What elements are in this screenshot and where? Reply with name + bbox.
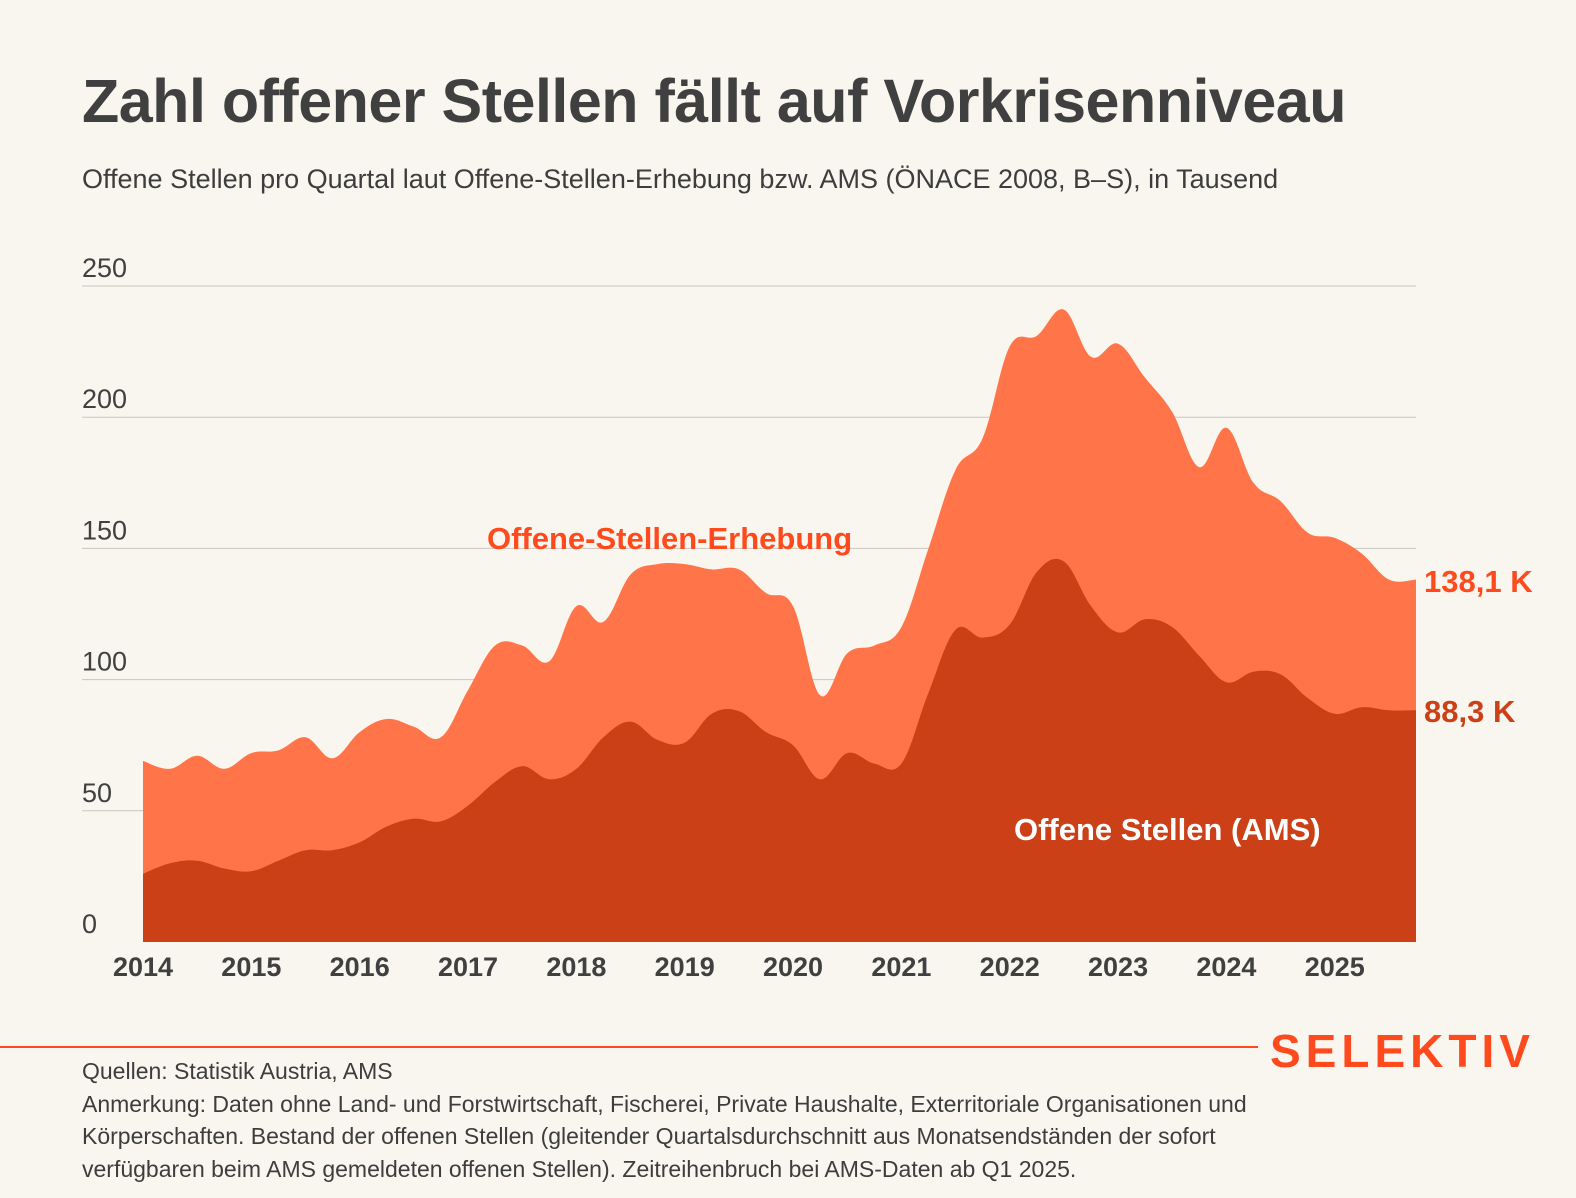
x-tick-label: 2015 xyxy=(221,952,281,982)
x-tick-label: 2017 xyxy=(438,952,498,982)
y-tick-label: 0 xyxy=(82,909,97,939)
x-tick-label: 2024 xyxy=(1196,952,1256,982)
end-label-offene-stellen-erhebung: 138,1 K xyxy=(1424,564,1533,599)
x-tick-label: 2021 xyxy=(871,952,931,982)
y-tick-label: 200 xyxy=(82,384,127,414)
note-line-2: Körperschaften. Bestand der offenen Stel… xyxy=(82,1123,1216,1149)
y-tick-label: 250 xyxy=(82,253,127,283)
x-tick-label: 2020 xyxy=(763,952,823,982)
chart-title: Zahl offener Stellen fällt auf Vorkrisen… xyxy=(82,67,1346,135)
x-tick-label: 2019 xyxy=(655,952,715,982)
x-tick-label: 2022 xyxy=(980,952,1040,982)
brand-logo: SELEKTIV xyxy=(1270,1025,1535,1077)
sources-text: Quellen: Statistik Austria, AMS xyxy=(82,1058,393,1084)
x-tick-label: 2025 xyxy=(1305,952,1365,982)
note-line-3: verfügbaren beim AMS gemeldeten offenen … xyxy=(82,1155,1077,1182)
end-label-offene-stellen-ams: 88,3 K xyxy=(1424,694,1516,729)
area-chart: 0 50 100 150 200 250 2014 2015 2016 2017 2018 2019 2… xyxy=(82,253,1533,982)
y-tick-label: 150 xyxy=(82,515,127,545)
series-label-offene-stellen-erhebung: Offene-Stellen-Erhebung xyxy=(487,521,852,556)
chart-subtitle: Offene Stellen pro Quartal laut Offene-S… xyxy=(82,164,1279,194)
y-tick-label: 50 xyxy=(82,778,112,808)
x-tick-label: 2018 xyxy=(546,952,606,982)
y-tick-label: 100 xyxy=(82,647,127,677)
note-line-1: Anmerkung: Daten ohne Land- und Forstwir… xyxy=(82,1090,1247,1117)
labels: Offene-Stellen-Erhebung Offene Stellen (A… xyxy=(487,521,1533,847)
footer-divider xyxy=(0,1046,1258,1048)
x-tick-label: 2016 xyxy=(330,952,390,982)
x-tick-label: 2014 xyxy=(113,952,173,982)
footer-notes: Quellen: Statistik Austria, AMS Anmerkun… xyxy=(82,1055,1502,1185)
series-area-offene-stellen-ams xyxy=(143,558,1416,942)
x-tick-label: 2023 xyxy=(1088,952,1148,982)
areas xyxy=(143,309,1416,943)
series-label-offene-stellen-ams: Offene Stellen (AMS) xyxy=(1014,812,1321,847)
